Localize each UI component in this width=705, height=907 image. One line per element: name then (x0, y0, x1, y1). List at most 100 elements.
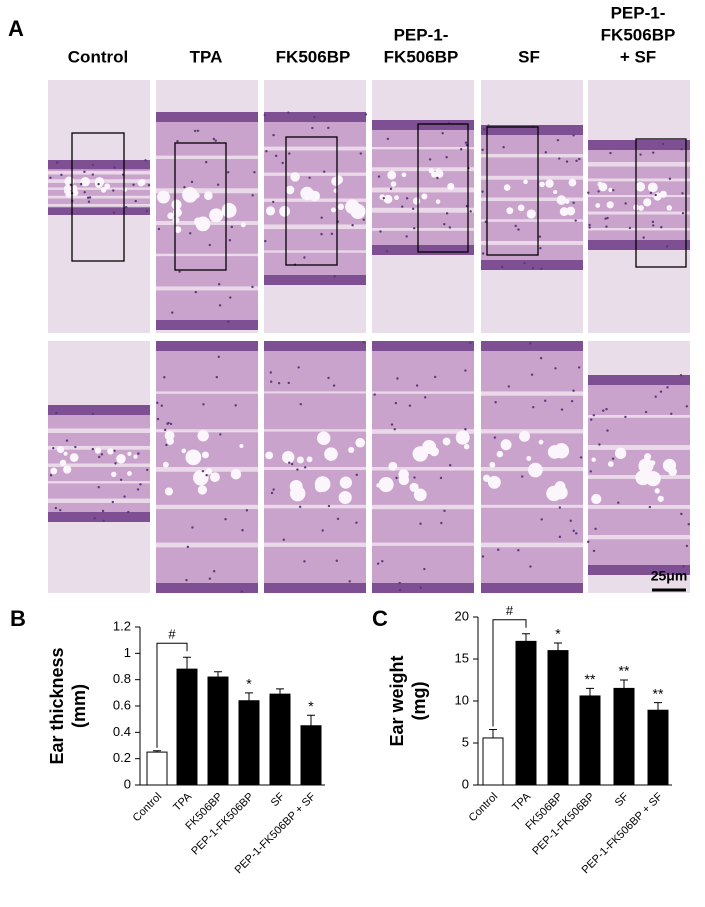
adipocyte (182, 187, 198, 203)
zoom-box (174, 142, 227, 271)
epidermis (48, 205, 150, 215)
nucleus (449, 464, 452, 467)
nucleus (335, 559, 338, 562)
nucleus (666, 386, 669, 389)
nucleus (681, 211, 685, 215)
fiber (156, 429, 258, 433)
adipocyte (553, 443, 570, 459)
nucleus (578, 157, 581, 161)
column-header: FK506BP (276, 47, 351, 66)
fiber (481, 241, 583, 245)
nucleus (59, 508, 62, 512)
bar (579, 695, 601, 786)
adipocyte (598, 182, 608, 192)
bar (300, 725, 322, 786)
adipocyte (324, 447, 338, 461)
y-tick-label: 1.2 (113, 618, 131, 633)
y-tick-label: 1 (124, 645, 131, 660)
adipocyte (195, 216, 211, 232)
nucleus (682, 565, 685, 568)
nucleus (642, 236, 645, 239)
nucleus (156, 401, 159, 405)
adipocyte (390, 181, 397, 187)
panel-label: A (8, 16, 24, 41)
nucleus (123, 495, 126, 498)
nucleus (251, 194, 254, 197)
nucleus (320, 232, 323, 236)
nucleus (55, 161, 59, 164)
zoom-box (285, 136, 338, 266)
fiber (588, 211, 690, 215)
adipocyte (435, 199, 441, 204)
nucleus (644, 410, 648, 414)
nucleus (517, 228, 520, 231)
nucleus (386, 137, 390, 141)
nucleus (469, 341, 472, 345)
adipocyte (56, 445, 65, 454)
nucleus (398, 588, 402, 592)
nucleus (493, 436, 497, 439)
nucleus (205, 474, 208, 477)
nucleus (377, 175, 381, 178)
nucleus (494, 401, 497, 404)
nucleus (55, 411, 58, 415)
nucleus (270, 491, 274, 495)
nucleus (544, 151, 547, 154)
adipocyte (339, 476, 352, 489)
adipocyte (71, 189, 79, 197)
nucleus (208, 243, 211, 247)
adipocyte (657, 495, 664, 502)
adipocyte (127, 451, 132, 456)
epidermis (156, 583, 258, 593)
nucleus (428, 158, 432, 161)
adipocyte (355, 437, 366, 448)
nucleus (269, 371, 272, 374)
nucleus (588, 223, 591, 227)
nucleus (565, 160, 569, 163)
adipocyte (137, 179, 145, 187)
adipocyte (421, 193, 428, 200)
nucleus (532, 405, 535, 409)
nucleus (592, 413, 596, 417)
adipocyte (387, 170, 397, 180)
nucleus (97, 486, 100, 489)
nucleus (362, 341, 366, 344)
nucleus (364, 113, 368, 116)
adipocyte (413, 488, 427, 502)
x-tick-label: Control (467, 791, 501, 825)
nucleus (277, 381, 281, 385)
nucleus (288, 461, 291, 464)
nucleus (327, 504, 331, 508)
nucleus (49, 474, 53, 477)
panel-label: B (10, 606, 26, 631)
nucleus (639, 153, 642, 156)
fiber (481, 391, 583, 396)
epidermis (481, 341, 583, 351)
nucleus (514, 224, 517, 228)
nucleus (321, 529, 324, 532)
nucleus (659, 390, 663, 393)
nucleus (169, 422, 173, 426)
nucleus (401, 205, 404, 208)
adipocyte (107, 448, 114, 455)
nucleus (86, 196, 90, 199)
epidermis (372, 120, 474, 130)
nucleus (272, 200, 275, 204)
nucleus (327, 376, 330, 380)
fiber (264, 429, 366, 432)
adipocyte (591, 457, 596, 462)
nucleus (529, 565, 532, 568)
adipocyte (553, 189, 558, 195)
adipocyte (296, 456, 304, 464)
nucleus (606, 216, 609, 220)
adipocyte (428, 168, 435, 174)
nucleus (606, 429, 609, 432)
nucleus (439, 476, 443, 480)
adipocyte (104, 183, 111, 190)
nucleus (572, 529, 575, 533)
nucleus (612, 188, 615, 192)
nucleus (597, 190, 600, 193)
adipocyte (239, 444, 244, 449)
adipocyte (289, 480, 303, 494)
nucleus (102, 519, 105, 523)
